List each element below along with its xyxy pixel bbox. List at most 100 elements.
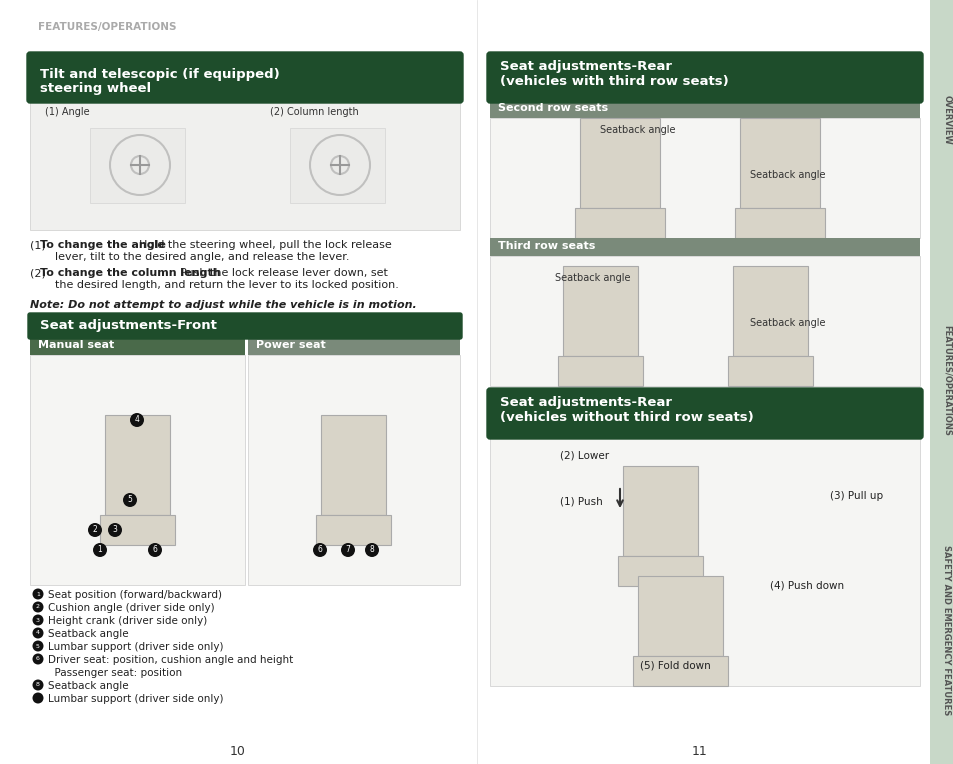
Text: 8: 8 bbox=[369, 545, 374, 555]
Text: To change the column length: To change the column length bbox=[40, 268, 220, 278]
Text: Seat adjustments-Front: Seat adjustments-Front bbox=[40, 319, 216, 332]
Circle shape bbox=[32, 692, 44, 704]
Circle shape bbox=[313, 543, 327, 557]
Text: Manual seat: Manual seat bbox=[38, 340, 114, 350]
Circle shape bbox=[32, 588, 44, 600]
Bar bbox=[490, 436, 919, 686]
Bar bbox=[90, 128, 185, 203]
Text: the desired length, and return the lever to its locked position.: the desired length, and return the lever… bbox=[55, 280, 398, 290]
Text: Power seat: Power seat bbox=[255, 340, 325, 350]
Text: Lumbar support (driver side only): Lumbar support (driver side only) bbox=[48, 642, 223, 652]
Text: Seatback angle: Seatback angle bbox=[749, 318, 824, 328]
Circle shape bbox=[340, 543, 355, 557]
Text: (1) Push: (1) Push bbox=[559, 496, 602, 506]
FancyBboxPatch shape bbox=[486, 388, 923, 439]
Bar bbox=[562, 266, 638, 356]
Text: 4: 4 bbox=[36, 630, 40, 636]
Circle shape bbox=[32, 640, 44, 652]
Text: Seatback angle: Seatback angle bbox=[48, 629, 129, 639]
Text: Driver seat: position, cushion angle and height: Driver seat: position, cushion angle and… bbox=[48, 655, 293, 665]
Text: 1: 1 bbox=[97, 545, 102, 555]
Text: Passenger seat: position: Passenger seat: position bbox=[48, 668, 182, 678]
Bar bbox=[638, 576, 722, 656]
FancyBboxPatch shape bbox=[27, 52, 462, 103]
Text: lever, tilt to the desired angle, and release the lever.: lever, tilt to the desired angle, and re… bbox=[55, 252, 349, 262]
Text: (2) Column length: (2) Column length bbox=[270, 107, 358, 117]
Bar bbox=[490, 118, 919, 238]
Text: 3: 3 bbox=[36, 617, 40, 623]
Text: Seat adjustments-Rear: Seat adjustments-Rear bbox=[499, 396, 671, 409]
Circle shape bbox=[32, 627, 44, 639]
Bar bbox=[740, 118, 820, 208]
Text: Third row seats: Third row seats bbox=[497, 241, 595, 251]
Text: Seatback angle: Seatback angle bbox=[48, 681, 129, 691]
Text: To change the angle: To change the angle bbox=[40, 240, 166, 250]
Text: Seat position (forward/backward): Seat position (forward/backward) bbox=[48, 590, 222, 600]
Text: (5) Fold down: (5) Fold down bbox=[639, 661, 710, 671]
Text: 11: 11 bbox=[691, 745, 707, 758]
Bar bbox=[30, 100, 459, 230]
Text: 4: 4 bbox=[134, 416, 139, 425]
Text: Note: Do not attempt to adjust while the vehicle is in motion.: Note: Do not attempt to adjust while the… bbox=[30, 300, 416, 310]
Text: 2: 2 bbox=[92, 526, 97, 535]
Text: Seatback angle: Seatback angle bbox=[555, 273, 630, 283]
Text: Lumbar support (driver side only): Lumbar support (driver side only) bbox=[48, 694, 223, 704]
Circle shape bbox=[123, 493, 137, 507]
Bar bbox=[575, 208, 664, 238]
Text: Cushion angle (driver side only): Cushion angle (driver side only) bbox=[48, 603, 214, 613]
Bar bbox=[579, 118, 659, 208]
Text: 5: 5 bbox=[36, 643, 40, 649]
Circle shape bbox=[92, 543, 107, 557]
Bar bbox=[734, 208, 824, 238]
Circle shape bbox=[32, 679, 44, 691]
Circle shape bbox=[130, 413, 144, 427]
Text: steering wheel: steering wheel bbox=[40, 82, 151, 95]
Bar bbox=[490, 100, 919, 118]
Text: Hold the steering wheel, pull the lock release: Hold the steering wheel, pull the lock r… bbox=[138, 240, 391, 250]
Text: Seatback angle: Seatback angle bbox=[599, 125, 675, 135]
Text: 2: 2 bbox=[36, 604, 40, 610]
Text: Tilt and telescopic (if equipped): Tilt and telescopic (if equipped) bbox=[40, 68, 279, 81]
Text: SAFETY AND EMERGENCY FEATURES: SAFETY AND EMERGENCY FEATURES bbox=[942, 545, 950, 715]
Circle shape bbox=[32, 653, 44, 665]
Bar bbox=[320, 415, 386, 515]
Text: 3: 3 bbox=[112, 526, 117, 535]
Text: (2) Lower: (2) Lower bbox=[559, 451, 608, 461]
Text: (3) Pull up: (3) Pull up bbox=[829, 491, 882, 501]
FancyBboxPatch shape bbox=[486, 52, 923, 103]
Text: 6: 6 bbox=[317, 545, 322, 555]
Text: Seat adjustments-Rear: Seat adjustments-Rear bbox=[499, 60, 671, 73]
Bar bbox=[732, 266, 807, 356]
Bar bbox=[929, 0, 953, 764]
Text: Push the lock release lever down, set: Push the lock release lever down, set bbox=[180, 268, 388, 278]
Bar bbox=[622, 466, 698, 556]
Text: 6: 6 bbox=[152, 545, 157, 555]
Text: (4) Push down: (4) Push down bbox=[769, 581, 843, 591]
Bar bbox=[248, 355, 459, 585]
Circle shape bbox=[108, 523, 122, 537]
Bar bbox=[490, 256, 919, 386]
Bar bbox=[30, 355, 245, 585]
Text: Seatback angle: Seatback angle bbox=[749, 170, 824, 180]
Text: FEATURES/OPERATIONS: FEATURES/OPERATIONS bbox=[942, 325, 950, 435]
Bar bbox=[727, 356, 812, 386]
Text: OVERVIEW: OVERVIEW bbox=[942, 96, 950, 145]
Circle shape bbox=[32, 601, 44, 613]
Bar bbox=[105, 415, 170, 515]
Bar bbox=[248, 337, 459, 355]
Text: Height crank (driver side only): Height crank (driver side only) bbox=[48, 616, 207, 626]
Text: 5: 5 bbox=[128, 496, 132, 504]
Text: (vehicles without third row seats): (vehicles without third row seats) bbox=[499, 411, 753, 424]
Text: FEATURES/OPERATIONS: FEATURES/OPERATIONS bbox=[38, 22, 176, 32]
Text: 7: 7 bbox=[345, 545, 350, 555]
Bar bbox=[290, 128, 385, 203]
Text: 8: 8 bbox=[36, 682, 40, 688]
Text: (1) Angle: (1) Angle bbox=[45, 107, 90, 117]
Text: 10: 10 bbox=[230, 745, 246, 758]
Text: (vehicles with third row seats): (vehicles with third row seats) bbox=[499, 75, 728, 88]
Text: (1): (1) bbox=[30, 240, 46, 250]
Bar bbox=[490, 238, 919, 256]
Circle shape bbox=[365, 543, 378, 557]
Bar bbox=[100, 515, 174, 545]
Bar bbox=[315, 515, 391, 545]
